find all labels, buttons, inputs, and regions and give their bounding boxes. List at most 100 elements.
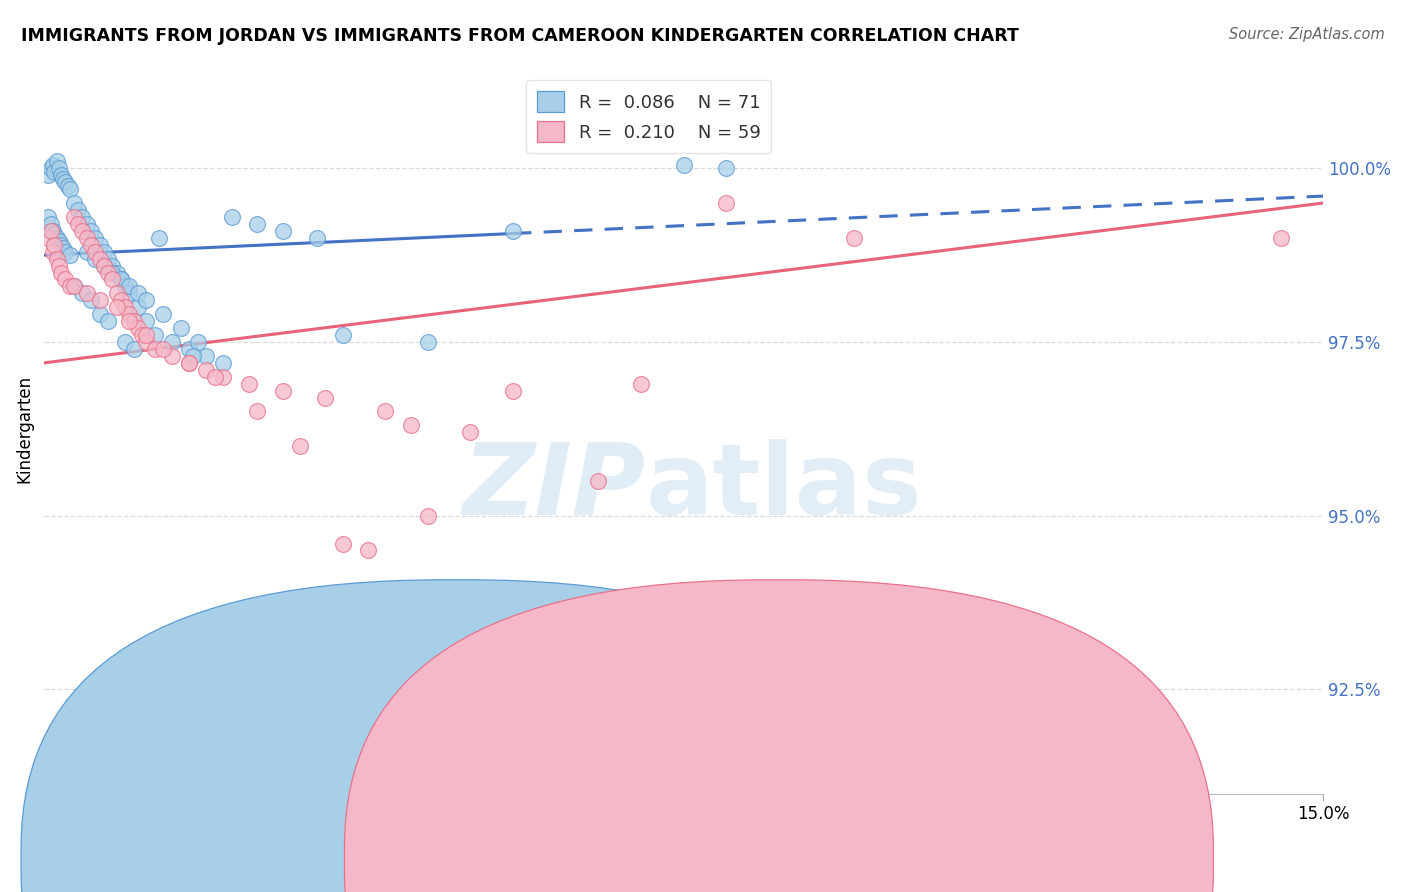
Point	[45, 231, 67, 245]
Point	[93, 259, 115, 273]
Point	[502, 384, 524, 398]
Point	[460, 425, 482, 440]
Point	[716, 196, 738, 211]
Point	[399, 418, 422, 433]
Point	[114, 334, 136, 349]
Point	[1270, 231, 1292, 245]
Point	[135, 314, 157, 328]
Point	[63, 279, 86, 293]
Point	[118, 307, 141, 321]
Point	[122, 342, 145, 356]
Point	[80, 293, 103, 308]
Point	[135, 328, 157, 343]
Point	[63, 196, 86, 211]
Point	[160, 349, 183, 363]
Point	[55, 272, 77, 286]
Point	[588, 474, 610, 488]
Point	[97, 252, 120, 266]
Point	[246, 217, 269, 231]
Point	[183, 349, 205, 363]
Point	[332, 536, 354, 550]
Point	[105, 286, 128, 301]
Point	[110, 272, 132, 286]
Point	[37, 231, 59, 245]
Point	[212, 356, 235, 370]
Point	[76, 244, 98, 259]
Point	[37, 168, 59, 182]
Text: Immigrants from Jordan: Immigrants from Jordan	[479, 851, 676, 869]
Point	[110, 293, 132, 308]
Point	[238, 376, 260, 391]
Point	[37, 210, 59, 224]
Point	[55, 175, 77, 189]
Point	[41, 158, 63, 172]
Point	[332, 328, 354, 343]
Point	[114, 279, 136, 293]
Point	[114, 300, 136, 314]
Point	[45, 252, 67, 266]
Point	[271, 384, 294, 398]
Point	[135, 293, 157, 308]
Legend: R =  0.086    N = 71, R =  0.210    N = 59: R = 0.086 N = 71, R = 0.210 N = 59	[526, 80, 772, 153]
Point	[502, 224, 524, 238]
Point	[101, 272, 124, 286]
Point	[118, 279, 141, 293]
Point	[39, 161, 62, 176]
Point	[89, 237, 111, 252]
Point	[89, 307, 111, 321]
Point	[39, 224, 62, 238]
Point	[97, 314, 120, 328]
Point	[51, 237, 73, 252]
Text: ZIP: ZIP	[463, 439, 645, 536]
Point	[44, 227, 66, 242]
Point	[374, 404, 396, 418]
Point	[148, 231, 170, 245]
Point	[59, 182, 82, 196]
Point	[59, 248, 82, 262]
Point	[76, 286, 98, 301]
Point	[131, 328, 153, 343]
Point	[187, 334, 209, 349]
Point	[52, 241, 75, 255]
Point	[89, 252, 111, 266]
Point	[152, 342, 174, 356]
Point	[63, 210, 86, 224]
Point	[195, 349, 218, 363]
Point	[246, 404, 269, 418]
Point	[67, 217, 90, 231]
Point	[288, 439, 311, 453]
Point	[72, 210, 94, 224]
Text: IMMIGRANTS FROM JORDAN VS IMMIGRANTS FROM CAMEROON KINDERGARTEN CORRELATION CHAR: IMMIGRANTS FROM JORDAN VS IMMIGRANTS FRO…	[21, 27, 1019, 45]
Point	[44, 237, 66, 252]
Point	[672, 158, 695, 172]
Point	[48, 234, 70, 248]
Point	[67, 202, 90, 217]
Point	[52, 171, 75, 186]
Point	[127, 321, 149, 335]
Point	[127, 300, 149, 314]
Point	[51, 168, 73, 182]
Point	[84, 244, 107, 259]
Point	[143, 342, 166, 356]
Point	[56, 178, 79, 193]
Point	[84, 252, 107, 266]
Text: Source: ZipAtlas.com: Source: ZipAtlas.com	[1229, 27, 1385, 42]
Point	[135, 334, 157, 349]
Point	[84, 231, 107, 245]
Point	[160, 334, 183, 349]
Point	[93, 244, 115, 259]
Text: atlas: atlas	[645, 439, 922, 536]
Point	[76, 217, 98, 231]
Point	[844, 231, 866, 245]
Point	[59, 279, 82, 293]
Point	[416, 334, 439, 349]
Point	[169, 321, 191, 335]
Point	[204, 369, 226, 384]
Point	[195, 363, 218, 377]
Point	[110, 272, 132, 286]
Point	[716, 161, 738, 176]
Point	[101, 259, 124, 273]
Point	[51, 266, 73, 280]
Point	[72, 224, 94, 238]
Point	[48, 161, 70, 176]
